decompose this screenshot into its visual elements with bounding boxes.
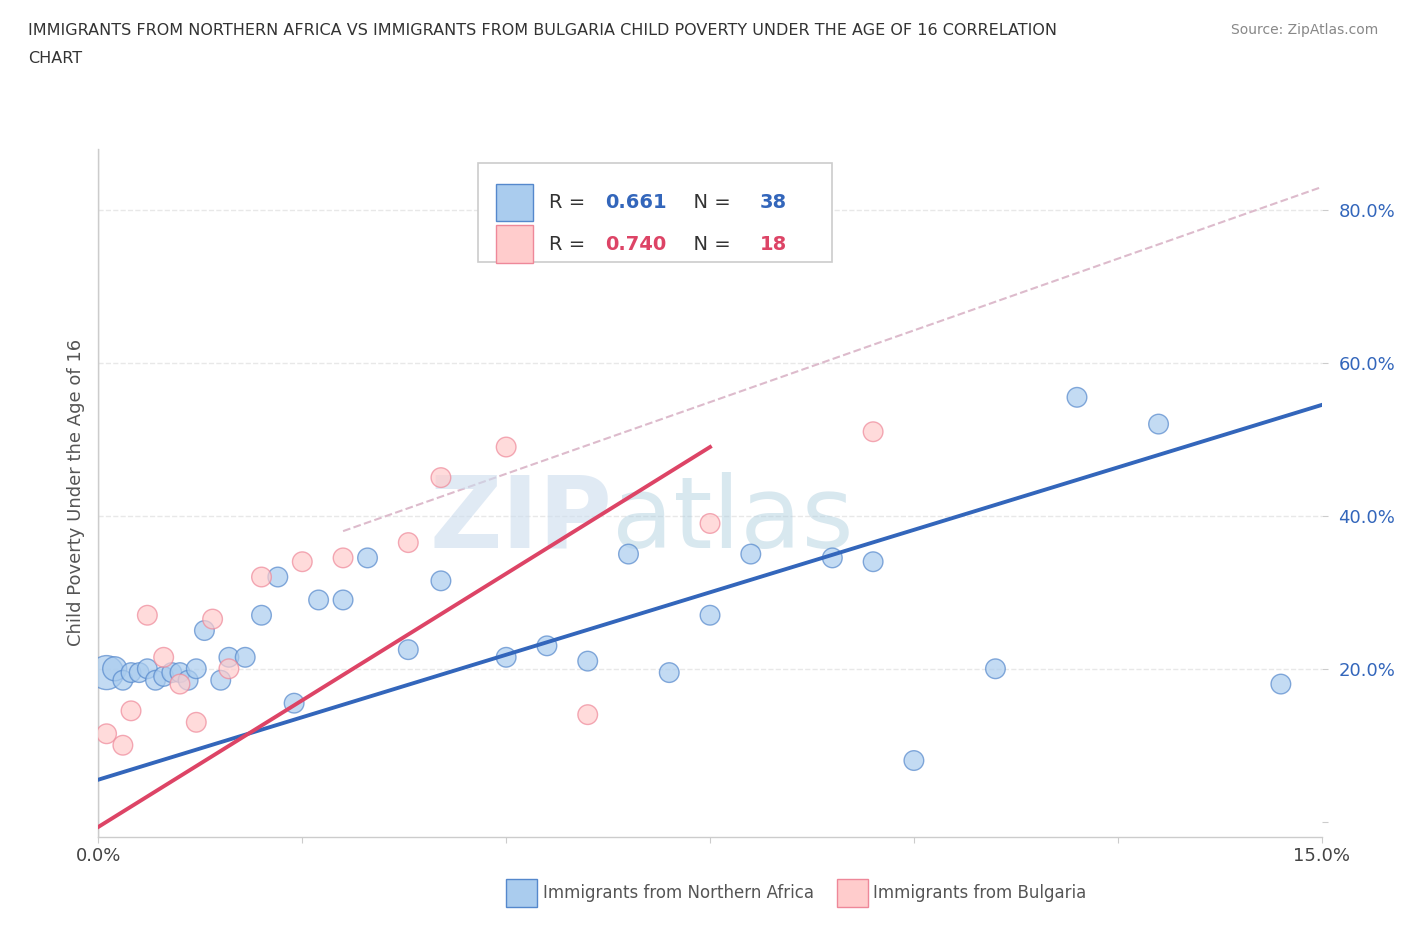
Point bbox=[136, 661, 159, 676]
Text: Immigrants from Bulgaria: Immigrants from Bulgaria bbox=[873, 884, 1087, 902]
Text: N =: N = bbox=[681, 235, 737, 254]
Point bbox=[740, 547, 762, 562]
Point bbox=[267, 569, 290, 584]
Point bbox=[152, 650, 174, 665]
Point bbox=[332, 551, 354, 565]
Point bbox=[495, 440, 517, 455]
Point bbox=[356, 551, 378, 565]
Point bbox=[186, 715, 208, 730]
Point bbox=[169, 665, 191, 680]
Point bbox=[283, 696, 305, 711]
Point bbox=[96, 665, 118, 680]
Point bbox=[576, 707, 599, 722]
Point bbox=[120, 703, 142, 718]
Text: Immigrants from Northern Africa: Immigrants from Northern Africa bbox=[543, 884, 814, 902]
Text: N =: N = bbox=[681, 193, 737, 212]
Point bbox=[658, 665, 681, 680]
Point bbox=[308, 592, 330, 607]
Point bbox=[984, 661, 1007, 676]
Point bbox=[160, 665, 183, 680]
Text: R =: R = bbox=[548, 193, 591, 212]
Point bbox=[145, 672, 167, 687]
Text: IMMIGRANTS FROM NORTHERN AFRICA VS IMMIGRANTS FROM BULGARIA CHILD POVERTY UNDER : IMMIGRANTS FROM NORTHERN AFRICA VS IMMIG… bbox=[28, 23, 1057, 38]
FancyBboxPatch shape bbox=[478, 163, 832, 262]
Point bbox=[430, 574, 453, 589]
Point bbox=[120, 665, 142, 680]
Point bbox=[1270, 677, 1292, 692]
Point bbox=[152, 669, 174, 684]
Point bbox=[96, 726, 118, 741]
Point bbox=[193, 623, 215, 638]
Text: atlas: atlas bbox=[612, 472, 853, 569]
Point bbox=[201, 612, 224, 627]
Point bbox=[495, 650, 517, 665]
Point bbox=[250, 569, 273, 584]
Point bbox=[617, 547, 640, 562]
Point bbox=[111, 737, 134, 752]
Point bbox=[332, 592, 354, 607]
Point bbox=[576, 654, 599, 669]
Text: 38: 38 bbox=[761, 193, 787, 212]
Text: CHART: CHART bbox=[28, 51, 82, 66]
Text: R =: R = bbox=[548, 235, 591, 254]
Point bbox=[169, 677, 191, 692]
Point bbox=[186, 661, 208, 676]
Text: 18: 18 bbox=[761, 235, 787, 254]
Point bbox=[233, 650, 256, 665]
FancyBboxPatch shape bbox=[496, 183, 533, 221]
Point bbox=[1066, 390, 1088, 405]
Point bbox=[250, 608, 273, 623]
Text: Source: ZipAtlas.com: Source: ZipAtlas.com bbox=[1230, 23, 1378, 37]
Point bbox=[218, 650, 240, 665]
Text: ZIP: ZIP bbox=[429, 472, 612, 569]
Text: 0.661: 0.661 bbox=[605, 193, 666, 212]
Point bbox=[209, 672, 232, 687]
Point bbox=[218, 661, 240, 676]
FancyBboxPatch shape bbox=[496, 225, 533, 263]
Point bbox=[136, 608, 159, 623]
Point bbox=[396, 643, 419, 658]
Point bbox=[699, 516, 721, 531]
Point bbox=[177, 672, 200, 687]
Point bbox=[536, 638, 558, 653]
Point bbox=[128, 665, 150, 680]
Point bbox=[821, 551, 844, 565]
Point bbox=[111, 672, 134, 687]
Point bbox=[699, 608, 721, 623]
Point bbox=[1147, 417, 1170, 432]
Point bbox=[396, 535, 419, 550]
Point bbox=[862, 554, 884, 569]
Y-axis label: Child Poverty Under the Age of 16: Child Poverty Under the Age of 16 bbox=[66, 339, 84, 646]
Point bbox=[104, 661, 127, 676]
Point bbox=[862, 424, 884, 439]
Point bbox=[903, 753, 925, 768]
Point bbox=[291, 554, 314, 569]
Text: 0.740: 0.740 bbox=[605, 235, 666, 254]
Point bbox=[430, 471, 453, 485]
